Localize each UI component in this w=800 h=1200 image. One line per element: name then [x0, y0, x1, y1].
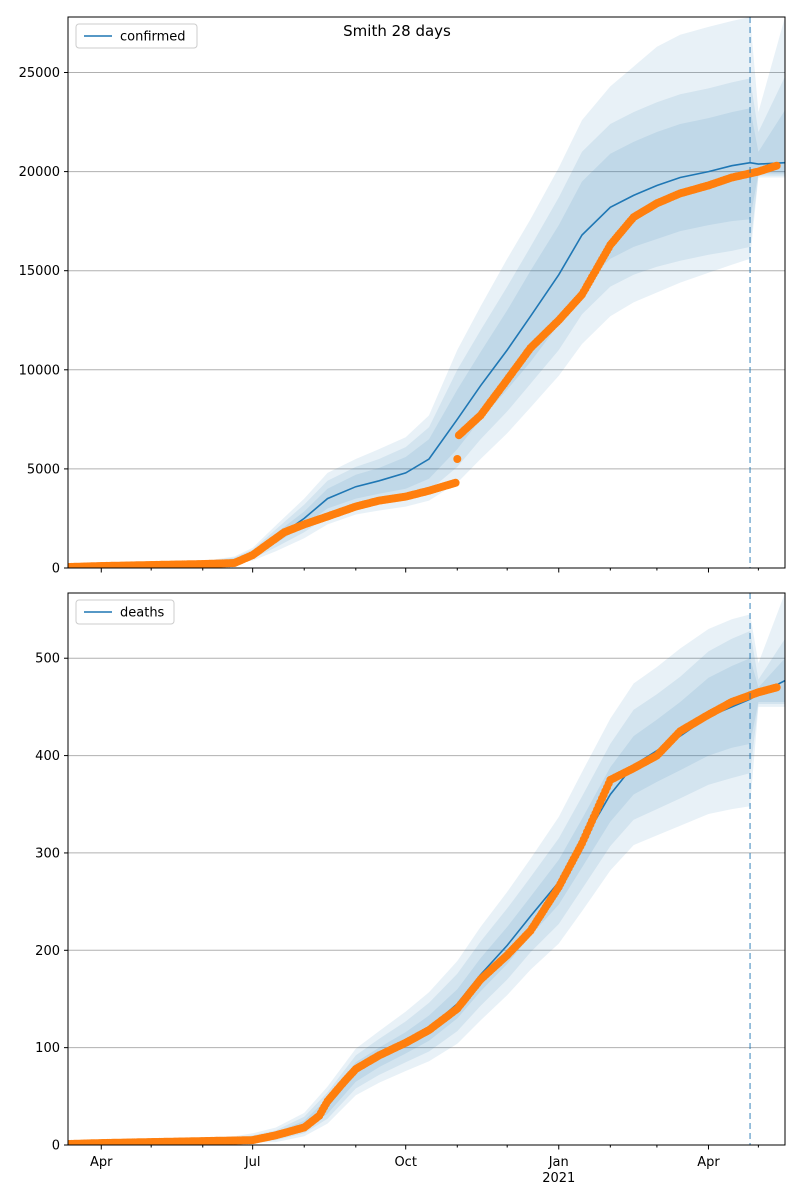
observed-points — [68, 161, 781, 568]
x-tick-label: Jan — [548, 1155, 569, 1170]
observed-points — [68, 683, 781, 1145]
observed-point — [453, 455, 462, 463]
observed-point — [772, 683, 781, 692]
x-tick-label: Apr — [697, 1155, 720, 1170]
axes-frame — [67, 16, 786, 569]
figure-title: Smith 28 days — [343, 22, 451, 40]
y-tick-label: 25000 — [19, 66, 60, 81]
y-tick-label: 0 — [52, 1139, 60, 1154]
y-tick-label: 15000 — [19, 264, 60, 279]
legend: deaths — [75, 599, 175, 625]
y-tick-label: 300 — [35, 846, 60, 861]
band-outer — [68, 593, 785, 1145]
legend: confirmed — [75, 23, 198, 49]
legend-box — [75, 23, 198, 49]
y-tick-label: 500 — [35, 652, 60, 667]
y-tick-label: 0 — [52, 562, 60, 577]
band-inner — [68, 108, 785, 568]
x-tick-label: Oct — [394, 1155, 416, 1170]
observed-point — [451, 478, 460, 487]
legend-box — [75, 599, 175, 625]
band-outer — [68, 17, 785, 568]
legend-label: confirmed — [120, 30, 186, 45]
axes-frame — [67, 592, 786, 1146]
x-tick-label: Apr — [90, 1155, 113, 1170]
y-tick-label: 100 — [35, 1041, 60, 1056]
y-tick-label: 400 — [35, 749, 60, 764]
legend-label: deaths — [120, 606, 165, 621]
x-tick-sublabel: 2021 — [542, 1171, 575, 1186]
y-tick-label: 20000 — [19, 165, 60, 180]
x-tick-label: Jul — [244, 1155, 261, 1170]
observed-point — [772, 161, 781, 170]
x-axis — [100, 568, 759, 573]
band-mid — [68, 76, 785, 568]
y-tick-label: 10000 — [19, 363, 60, 378]
confirmed-panel: 0 5000 10000 15000 20000 25000 confirmed — [19, 16, 786, 577]
y-tick-label: 5000 — [27, 462, 60, 477]
y-axis: 0 100 200 300 400 500 — [35, 652, 68, 1154]
band-inner — [68, 658, 785, 1145]
band-mid — [68, 631, 785, 1145]
y-axis: 0 5000 10000 15000 20000 25000 — [19, 66, 68, 577]
y-tick-label: 200 — [35, 944, 60, 959]
